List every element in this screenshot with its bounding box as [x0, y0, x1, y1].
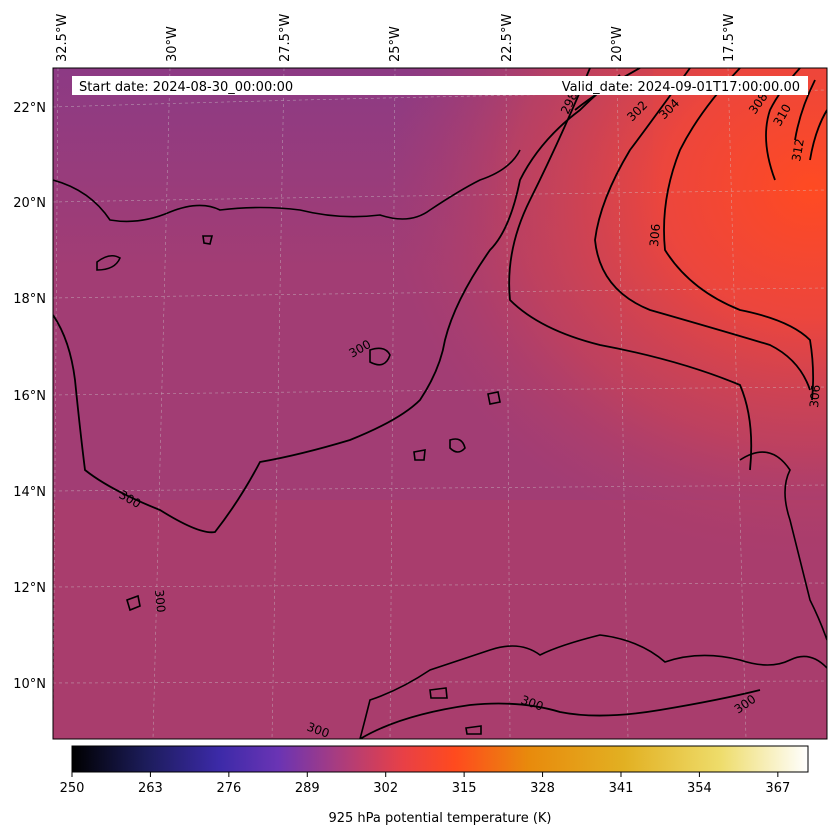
contour-312 — [809, 109, 827, 161]
info-box-background — [72, 76, 808, 95]
island-4 — [449, 438, 466, 453]
map-area: 298 302 304 308 310 312 306 306 300 300 … — [53, 68, 827, 741]
island-9 — [465, 725, 482, 735]
colorbar-tick-label: 354 — [687, 781, 712, 796]
colorbar-tick-label: 289 — [295, 781, 320, 796]
graticule — [53, 68, 827, 739]
colorbar-tick-label: 276 — [216, 781, 241, 796]
island-2 — [202, 235, 214, 245]
latitude-label: 22°N — [13, 101, 46, 116]
colorbar: 250 263 276 289 302 315 328 341 354 367 925 hPa p… — [60, 745, 809, 826]
latitude-label: 20°N — [13, 196, 46, 211]
longitude-label: 27.5°W — [278, 14, 293, 62]
latitude-label: 12°N — [13, 581, 46, 596]
longitude-label: 30°W — [165, 26, 180, 62]
island-8 — [429, 687, 448, 699]
latitude-label: 18°N — [13, 292, 46, 307]
contour-lines — [53, 68, 827, 739]
contour-label: 300 — [305, 720, 331, 741]
contour-label: 306 — [807, 384, 823, 408]
colorbar-tick-label: 367 — [765, 781, 790, 796]
map-border — [52, 67, 828, 740]
contour-label: 306 — [647, 223, 663, 247]
valid-date: Valid_date: 2024-09-01T17:00:00.00 — [562, 80, 800, 95]
contour-300-south — [359, 689, 761, 739]
contour-300-main — [53, 74, 621, 534]
colorbar-gradient — [71, 745, 809, 773]
colorbar-tick-label: 263 — [138, 781, 163, 796]
island-5 — [413, 449, 426, 461]
info-box: Start date: 2024-08-30_00:00:00 Valid_da… — [72, 76, 808, 95]
latitude-label: 14°N — [13, 485, 46, 500]
longitude-label: 32.5°W — [55, 14, 70, 62]
colorbar-tick-label: 341 — [609, 781, 634, 796]
island-7 — [126, 594, 141, 612]
start-date: Start date: 2024-08-30_00:00:00 — [79, 80, 293, 95]
cape-verde-coast — [53, 149, 521, 223]
longitude-label: 17.5°W — [722, 14, 737, 62]
west-africa-coast — [739, 451, 827, 641]
contour-306 — [663, 68, 815, 401]
island-6 — [487, 391, 501, 405]
longitude-label: 25°W — [388, 26, 403, 62]
contour-302 — [508, 68, 753, 471]
contour-label: 312 — [789, 138, 807, 163]
latitude-label: 16°N — [13, 389, 46, 404]
island-3 — [369, 347, 391, 366]
africa-coast — [359, 634, 827, 739]
longitude-label: 20°W — [610, 26, 625, 62]
eastern-warm-region — [53, 68, 827, 739]
colorbar-tick-label: 315 — [452, 781, 477, 796]
latitude-axis: 22°N 20°N 18°N 16°N 14°N 12°N 10°N — [13, 101, 46, 692]
contour-304 — [594, 68, 811, 391]
contour-label: 300 — [152, 589, 168, 613]
colorbar-ticks: 250 263 276 289 302 315 328 341 354 367 — [60, 772, 790, 796]
contour-310 — [794, 79, 816, 141]
latitude-label: 10°N — [13, 677, 46, 692]
island-1 — [96, 254, 122, 271]
colorbar-tick-label: 250 — [60, 781, 85, 796]
colorbar-tick-label: 302 — [373, 781, 398, 796]
colorbar-title: 925 hPa potential temperature (K) — [328, 811, 551, 826]
longitude-axis: 32.5°W 30°W 27.5°W 25°W 22.5°W 20°W 17.5… — [55, 14, 737, 62]
longitude-label: 22.5°W — [500, 14, 515, 62]
colorbar-tick-label: 328 — [530, 781, 555, 796]
coastlines — [53, 149, 827, 739]
